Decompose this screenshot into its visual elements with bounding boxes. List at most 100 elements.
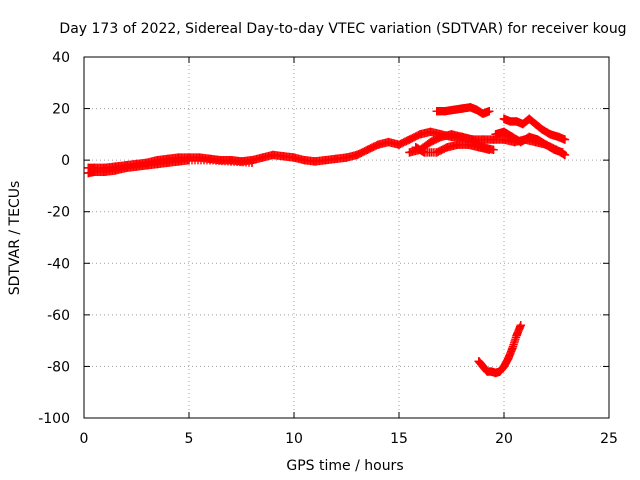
data-point xyxy=(90,167,99,176)
series-middle-arc xyxy=(491,127,567,157)
x-axis-label: GPS time / hours xyxy=(286,458,403,474)
data-point xyxy=(268,150,278,160)
data-point xyxy=(279,152,288,161)
y-tick-label: -100 xyxy=(38,411,70,427)
data-point xyxy=(443,143,452,152)
data-point xyxy=(258,153,267,162)
data-point xyxy=(499,135,509,144)
data-point xyxy=(300,155,309,165)
data-point xyxy=(478,362,488,371)
data-point xyxy=(541,140,551,149)
x-tick-labels: 0 5 10 15 20 25 xyxy=(80,431,618,447)
data-point xyxy=(485,106,494,116)
data-point xyxy=(554,132,563,142)
series-upper-arc-1 xyxy=(432,103,494,118)
data-point xyxy=(558,148,567,157)
data-point xyxy=(550,145,559,155)
data-point xyxy=(426,137,435,147)
data-point xyxy=(447,130,456,139)
data-point xyxy=(415,130,425,139)
x-tick-label: 20 xyxy=(495,431,513,447)
data-point xyxy=(516,320,525,330)
chart-title: Day 173 of 2022, Sidereal Day-to-day VTE… xyxy=(59,21,626,37)
data-point xyxy=(495,367,504,376)
data-point xyxy=(489,135,498,144)
data-point xyxy=(405,148,414,157)
data-point xyxy=(531,119,540,129)
data-point xyxy=(111,166,120,175)
data-point xyxy=(533,135,542,144)
data-point xyxy=(411,143,420,152)
data-point xyxy=(453,140,462,149)
plot-frame xyxy=(83,56,610,419)
data-point xyxy=(432,148,441,157)
data-point xyxy=(184,155,194,165)
data-point xyxy=(394,140,404,149)
data-point xyxy=(472,105,481,115)
data-point xyxy=(121,163,131,173)
data-point xyxy=(525,114,534,124)
data-point xyxy=(426,127,435,136)
x-tick-label: 25 xyxy=(600,431,618,447)
data-point xyxy=(474,357,483,366)
y-tick-label: -40 xyxy=(47,256,70,272)
data-point xyxy=(491,130,500,139)
data-point xyxy=(512,331,521,340)
y-tick-label: 40 xyxy=(52,50,70,66)
data-point xyxy=(546,130,555,139)
data-point xyxy=(560,135,570,144)
data-point xyxy=(525,132,534,142)
data-point xyxy=(432,106,441,116)
data-point xyxy=(436,132,446,142)
data-point xyxy=(499,114,509,124)
y-tick-label: 0 xyxy=(61,153,70,169)
data-point xyxy=(508,132,517,142)
data-point xyxy=(205,155,215,165)
data-point xyxy=(485,145,494,155)
data-point xyxy=(516,137,525,147)
data-point xyxy=(373,140,383,149)
data-point xyxy=(352,150,362,160)
data-point xyxy=(499,127,509,136)
data-point xyxy=(153,159,162,169)
data-point xyxy=(449,105,458,115)
data-point xyxy=(464,140,473,149)
data-point xyxy=(499,362,509,371)
series-dip-trace xyxy=(411,140,494,157)
data-point xyxy=(518,119,528,129)
x-tick-label: 10 xyxy=(285,431,303,447)
data-point xyxy=(474,143,483,152)
data-point xyxy=(331,154,341,164)
data-point xyxy=(384,137,393,147)
y-axis-label: SDTVAR / TECUs xyxy=(7,181,23,296)
data-point xyxy=(174,157,183,166)
data-point xyxy=(441,106,450,116)
y-tick-label: -20 xyxy=(47,205,70,221)
data-point xyxy=(310,157,320,166)
data-point xyxy=(132,162,141,171)
data-point xyxy=(84,168,93,178)
data-point xyxy=(289,153,299,162)
data-point xyxy=(457,132,467,142)
y-tick-label: -60 xyxy=(47,308,70,324)
data-point xyxy=(478,135,488,144)
x-tick-label: 0 xyxy=(80,431,89,447)
data-point xyxy=(100,167,110,176)
series-upper-arc-2 xyxy=(499,114,570,144)
data-point xyxy=(504,354,513,363)
axis-ticks xyxy=(83,56,610,419)
x-tick-label: 5 xyxy=(185,431,194,447)
data-point xyxy=(466,103,475,112)
data-point xyxy=(363,145,372,155)
data-points xyxy=(84,103,570,378)
data-point xyxy=(405,135,414,144)
x-tick-label: 15 xyxy=(390,431,408,447)
series-lower-curve xyxy=(474,320,525,378)
data-point xyxy=(321,155,330,165)
data-point xyxy=(342,153,351,162)
series-lower-band xyxy=(84,155,257,178)
data-point xyxy=(478,109,488,118)
data-point xyxy=(142,161,152,170)
data-point xyxy=(163,158,173,167)
